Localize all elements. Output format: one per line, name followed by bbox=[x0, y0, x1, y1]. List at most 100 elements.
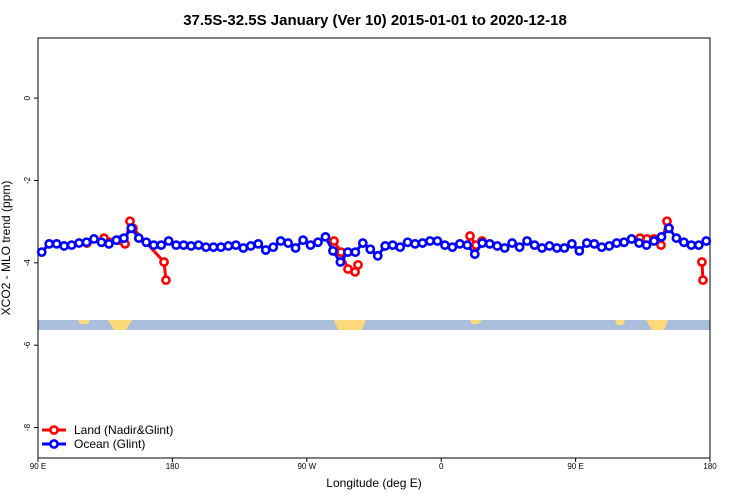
data-point bbox=[320, 231, 331, 242]
data-point bbox=[36, 247, 47, 258]
data-point bbox=[126, 223, 137, 234]
y-axis-label: XCO2 - MLO trend (ppm) bbox=[0, 181, 13, 316]
data-point bbox=[499, 243, 510, 253]
data-point bbox=[171, 240, 182, 251]
data-point bbox=[118, 233, 129, 244]
data-point bbox=[245, 241, 256, 251]
data-point bbox=[290, 243, 301, 253]
data-point bbox=[59, 241, 70, 251]
data-point bbox=[432, 236, 443, 246]
data-point bbox=[559, 243, 570, 253]
data-point bbox=[641, 240, 652, 251]
data-point bbox=[469, 249, 480, 260]
data-point bbox=[686, 240, 697, 251]
data-point bbox=[626, 234, 637, 244]
data-point bbox=[611, 238, 622, 248]
data-point bbox=[477, 238, 488, 248]
data-point bbox=[701, 236, 712, 246]
data-point bbox=[44, 238, 55, 249]
data-point bbox=[484, 238, 495, 249]
data-point bbox=[335, 257, 346, 267]
x-tick-label: 0 bbox=[439, 462, 444, 471]
data-point bbox=[74, 238, 84, 248]
data-point bbox=[342, 247, 353, 258]
data-point bbox=[693, 240, 704, 251]
data-point bbox=[193, 240, 204, 251]
x-tick-label: 180 bbox=[703, 462, 717, 471]
plot-frame bbox=[37, 37, 711, 459]
data-point bbox=[275, 236, 286, 246]
data-point bbox=[268, 242, 279, 253]
y-tick-label: -4 bbox=[23, 259, 32, 267]
data-point bbox=[447, 242, 458, 253]
x-tick-label: 90 E bbox=[30, 462, 46, 471]
data-point bbox=[656, 231, 667, 242]
data-point bbox=[156, 240, 167, 251]
data-point bbox=[454, 238, 465, 249]
data-point bbox=[51, 238, 62, 249]
ocean-strip bbox=[38, 320, 710, 330]
y-tick-label: -8 bbox=[23, 423, 32, 431]
data-point bbox=[544, 241, 555, 251]
data-point bbox=[216, 242, 226, 253]
data-point bbox=[328, 245, 338, 256]
data-point bbox=[201, 242, 211, 253]
data-point bbox=[305, 240, 316, 251]
data-point bbox=[529, 240, 540, 251]
data-point bbox=[664, 223, 674, 234]
series bbox=[82, 215, 708, 286]
data-point bbox=[678, 237, 689, 248]
data-point bbox=[440, 240, 450, 251]
data-point bbox=[208, 242, 219, 253]
data-point bbox=[159, 257, 169, 267]
data-point bbox=[148, 240, 159, 251]
data-point bbox=[313, 237, 323, 248]
legend-label: Land (Nadir&Glint) bbox=[74, 423, 173, 437]
data-point bbox=[634, 238, 644, 248]
data-point bbox=[395, 242, 406, 253]
data-point bbox=[697, 257, 707, 267]
data-point bbox=[111, 235, 122, 246]
data-point bbox=[522, 236, 532, 246]
data-point bbox=[465, 231, 475, 241]
series-line bbox=[86, 216, 168, 281]
data-point bbox=[492, 241, 503, 251]
legend-label: Ocean (Glint) bbox=[74, 437, 145, 451]
x-tick-label: 180 bbox=[166, 462, 180, 471]
x-tick-label: 90 W bbox=[297, 462, 316, 471]
data-point bbox=[380, 241, 391, 251]
data-point bbox=[253, 238, 264, 249]
data-point bbox=[671, 233, 682, 244]
data-point bbox=[350, 247, 361, 258]
data-point bbox=[387, 240, 398, 251]
data-point bbox=[81, 237, 92, 248]
data-point bbox=[161, 275, 171, 286]
data-point bbox=[329, 236, 339, 246]
data-point bbox=[365, 244, 376, 255]
data-point bbox=[89, 234, 99, 244]
data-point bbox=[283, 238, 294, 248]
x-axis-label: Longitude (deg E) bbox=[326, 476, 421, 490]
data-point bbox=[372, 250, 383, 261]
y-tick-label: -6 bbox=[23, 341, 32, 349]
data-point bbox=[507, 238, 518, 248]
data-point bbox=[223, 241, 234, 251]
data-point bbox=[619, 237, 630, 248]
data-point bbox=[186, 241, 196, 251]
data-point bbox=[104, 238, 114, 249]
legend-marker bbox=[49, 425, 59, 435]
data-point bbox=[589, 238, 600, 249]
data-point bbox=[298, 235, 308, 246]
data-point bbox=[133, 233, 144, 244]
data-point bbox=[462, 240, 473, 251]
data-point bbox=[96, 237, 107, 248]
legend-marker bbox=[49, 439, 59, 449]
data-point bbox=[163, 236, 174, 246]
y-tick-label: 0 bbox=[23, 95, 32, 100]
data-point bbox=[649, 236, 659, 246]
data-point bbox=[402, 237, 413, 248]
data-point bbox=[238, 243, 249, 253]
data-point bbox=[574, 245, 585, 256]
series bbox=[36, 223, 712, 267]
data-point bbox=[698, 275, 708, 286]
